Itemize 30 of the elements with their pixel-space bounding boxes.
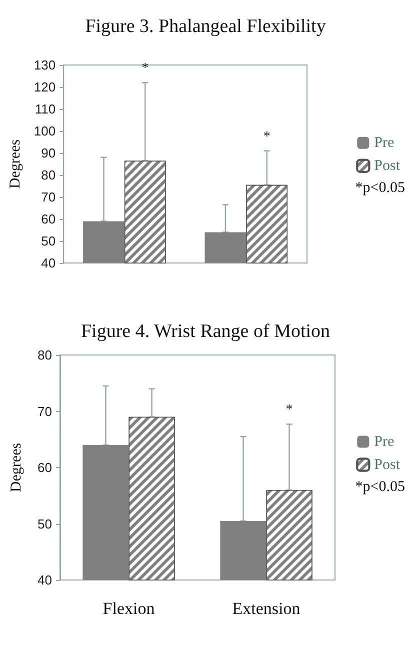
y-axis-title: Degrees — [8, 139, 24, 189]
y-tick-label: 50 — [38, 516, 52, 532]
chart-title: Figure 4. Wrist Range of Motion — [80, 321, 331, 342]
y-tick-label: 40 — [41, 256, 56, 270]
y-tick-label: 50 — [41, 234, 56, 248]
annotation: * — [142, 61, 149, 76]
y-tick-label: 80 — [41, 168, 56, 182]
y-axis-title: Degrees — [8, 442, 24, 492]
annotation: * — [286, 402, 293, 418]
x-tick-label: Flexion — [102, 599, 156, 618]
annotation: * — [263, 129, 270, 144]
y-tick-label: 100 — [34, 124, 56, 138]
text: *p<0.05 — [355, 478, 406, 495]
legend-label: Pre — [374, 134, 394, 151]
chart-title: Figure 3. Phalangeal Flexibility — [85, 16, 326, 37]
x-tick-label: Extension — [232, 599, 301, 618]
y-tick-label: 110 — [34, 102, 56, 116]
legend-label: Post — [374, 158, 401, 174]
text: *p<0.05 — [355, 180, 406, 196]
y-tick-label: 70 — [41, 190, 56, 204]
y-tick-label: 40 — [38, 572, 52, 588]
y-tick-label: 130 — [34, 58, 56, 72]
y-tick-label: 70 — [38, 404, 52, 419]
y-tick-label: 120 — [34, 80, 56, 94]
legend-label: Pre — [374, 434, 394, 450]
y-tick-label: 60 — [38, 460, 52, 475]
legend-label: Post — [374, 456, 401, 473]
y-tick-label: 60 — [41, 212, 56, 226]
y-tick-label: 80 — [38, 348, 52, 362]
y-tick-label: 90 — [41, 146, 56, 160]
